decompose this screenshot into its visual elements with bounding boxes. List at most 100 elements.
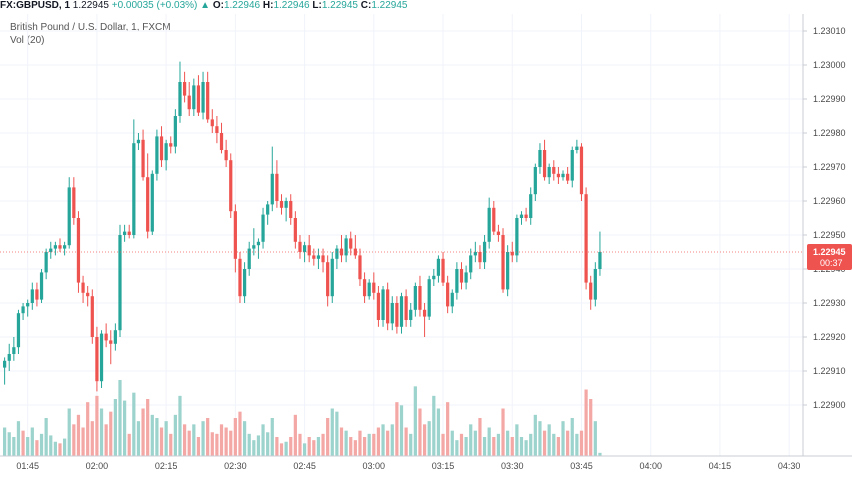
- candle-body[interactable]: [146, 177, 150, 232]
- candle-body[interactable]: [418, 286, 422, 310]
- candle-body[interactable]: [496, 231, 501, 235]
- candle-body[interactable]: [307, 245, 311, 256]
- candle-body[interactable]: [215, 126, 219, 133]
- candle-body[interactable]: [436, 258, 441, 276]
- candle-body[interactable]: [584, 194, 588, 283]
- candle-body[interactable]: [81, 282, 85, 293]
- candle-body[interactable]: [178, 82, 182, 116]
- candle-body[interactable]: [90, 296, 94, 337]
- candle-body[interactable]: [450, 292, 454, 307]
- candle-body[interactable]: [579, 146, 584, 195]
- candle-body[interactable]: [122, 231, 127, 235]
- candle-body[interactable]: [404, 296, 408, 320]
- candle-body[interactable]: [399, 296, 404, 327]
- candle-body[interactable]: [289, 201, 293, 218]
- candle-body[interactable]: [275, 173, 279, 201]
- candle-body[interactable]: [533, 167, 537, 195]
- candle-body[interactable]: [316, 255, 321, 259]
- candle-body[interactable]: [113, 330, 117, 344]
- candle-body[interactable]: [95, 337, 99, 382]
- candle-body[interactable]: [455, 269, 459, 293]
- candle-body[interactable]: [353, 248, 357, 256]
- candle-body[interactable]: [362, 279, 367, 297]
- candle-body[interactable]: [570, 150, 574, 181]
- candle-body[interactable]: [164, 143, 168, 161]
- candle-body[interactable]: [206, 82, 210, 120]
- candle-body[interactable]: [132, 143, 136, 235]
- candle-body[interactable]: [86, 292, 90, 297]
- candle-body[interactable]: [312, 255, 316, 259]
- candle-body[interactable]: [49, 248, 53, 252]
- candle-body[interactable]: [298, 241, 302, 252]
- candle-body[interactable]: [53, 245, 57, 249]
- candle-body[interactable]: [99, 333, 104, 382]
- candle-body[interactable]: [575, 146, 579, 150]
- candle-body[interactable]: [196, 85, 201, 113]
- candle-body[interactable]: [7, 354, 11, 361]
- candle-body[interactable]: [427, 279, 431, 317]
- candle-body[interactable]: [233, 211, 237, 259]
- candle-body[interactable]: [150, 173, 154, 232]
- candle-body[interactable]: [72, 187, 76, 218]
- candle-body[interactable]: [39, 272, 44, 300]
- candle-body[interactable]: [118, 235, 122, 331]
- candle-body[interactable]: [464, 272, 468, 283]
- candle-body[interactable]: [422, 309, 427, 317]
- candle-body[interactable]: [141, 139, 145, 178]
- candle-body[interactable]: [155, 136, 159, 174]
- candle-body[interactable]: [441, 258, 445, 283]
- candle-body[interactable]: [566, 173, 570, 181]
- candle-body[interactable]: [487, 207, 491, 242]
- candle-body[interactable]: [16, 313, 21, 348]
- candle-body[interactable]: [547, 167, 551, 178]
- candle-body[interactable]: [335, 248, 339, 259]
- candle-body[interactable]: [524, 214, 528, 218]
- candle-body[interactable]: [459, 269, 464, 283]
- candle-body[interactable]: [556, 173, 561, 178]
- candle-body[interactable]: [344, 238, 348, 256]
- candle-body[interactable]: [224, 150, 228, 161]
- candle-body[interactable]: [2, 360, 7, 368]
- candle-body[interactable]: [266, 204, 270, 215]
- candle-body[interactable]: [247, 248, 251, 269]
- candle-body[interactable]: [538, 150, 542, 167]
- candle-body[interactable]: [593, 269, 597, 300]
- candle-body[interactable]: [136, 139, 141, 144]
- candle-body[interactable]: [219, 133, 224, 150]
- candle-body[interactable]: [529, 194, 533, 218]
- candle-body[interactable]: [284, 201, 288, 208]
- candle-body[interactable]: [367, 282, 371, 297]
- candle-body[interactable]: [349, 238, 353, 249]
- candle-body[interactable]: [409, 309, 413, 320]
- candle-body[interactable]: [358, 255, 362, 280]
- candle-body[interactable]: [30, 289, 34, 303]
- candle-body[interactable]: [501, 235, 505, 290]
- candle-body[interactable]: [58, 245, 62, 249]
- candle-body[interactable]: [469, 255, 473, 273]
- candle-body[interactable]: [62, 245, 67, 249]
- candle-body[interactable]: [76, 218, 81, 283]
- candle-body[interactable]: [589, 282, 593, 300]
- candle-body[interactable]: [210, 119, 214, 127]
- candle-body[interactable]: [279, 201, 284, 208]
- candle-body[interactable]: [169, 143, 173, 147]
- candle-body[interactable]: [339, 248, 344, 256]
- candle-body[interactable]: [598, 252, 602, 269]
- candle-body[interactable]: [26, 303, 30, 307]
- candle-body[interactable]: [229, 160, 233, 212]
- candle-body[interactable]: [104, 333, 108, 341]
- candle-body[interactable]: [561, 173, 565, 178]
- candle-body[interactable]: [321, 255, 325, 263]
- candle-body[interactable]: [390, 303, 394, 324]
- candle-body[interactable]: [12, 347, 16, 354]
- candle-body[interactable]: [302, 245, 307, 252]
- candle-body[interactable]: [256, 241, 261, 246]
- candle-body[interactable]: [187, 95, 191, 110]
- candle-body[interactable]: [261, 214, 265, 242]
- candle-body[interactable]: [35, 289, 39, 300]
- candle-body[interactable]: [242, 269, 247, 297]
- candle-body[interactable]: [127, 231, 131, 235]
- candle-body[interactable]: [432, 275, 436, 280]
- candle-body[interactable]: [330, 258, 334, 297]
